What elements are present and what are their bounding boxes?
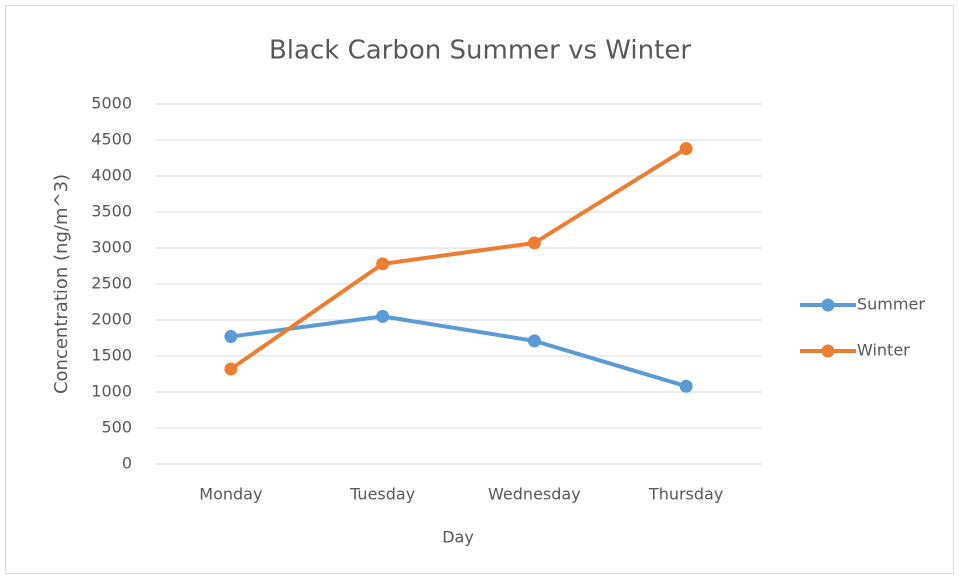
legend-label: Winter — [857, 341, 910, 360]
data-point — [376, 257, 390, 271]
y-tick-label: 5000 — [91, 94, 132, 113]
x-tick-label: Tuesday — [349, 485, 415, 504]
series-line — [229, 146, 688, 371]
chart-title: Black Carbon Summer vs Winter — [269, 36, 691, 66]
y-tick-label: 2500 — [91, 274, 132, 293]
data-point — [376, 309, 390, 323]
y-tick-label: 3500 — [91, 202, 132, 221]
y-tick-label: 4000 — [91, 166, 132, 185]
y-tick-label: 1000 — [91, 382, 132, 401]
legend-marker — [821, 344, 835, 358]
y-tick-label: 2000 — [91, 310, 132, 329]
data-point — [527, 334, 541, 348]
y-tick-label: 500 — [101, 418, 132, 437]
x-tick-label: Monday — [199, 485, 262, 504]
y-tick-label: 3000 — [91, 238, 132, 257]
data-point — [224, 330, 238, 344]
data-point — [679, 379, 693, 393]
y-tick-label: 1500 — [91, 346, 132, 365]
y-tick-label: 0 — [122, 454, 132, 473]
data-point — [679, 142, 693, 156]
legend-marker — [821, 298, 835, 312]
x-tick-label: Wednesday — [488, 485, 581, 504]
x-axis-label: Day — [442, 528, 474, 547]
chart-border — [5, 5, 954, 574]
data-point — [527, 236, 541, 250]
y-axis-label: Concentration (ng/m^3) — [51, 174, 72, 394]
series-line — [230, 314, 687, 389]
x-tick-label: Thursday — [648, 485, 723, 504]
y-tick-label: 4500 — [91, 130, 132, 149]
legend-label: Summer — [857, 295, 925, 314]
data-point — [224, 362, 238, 376]
